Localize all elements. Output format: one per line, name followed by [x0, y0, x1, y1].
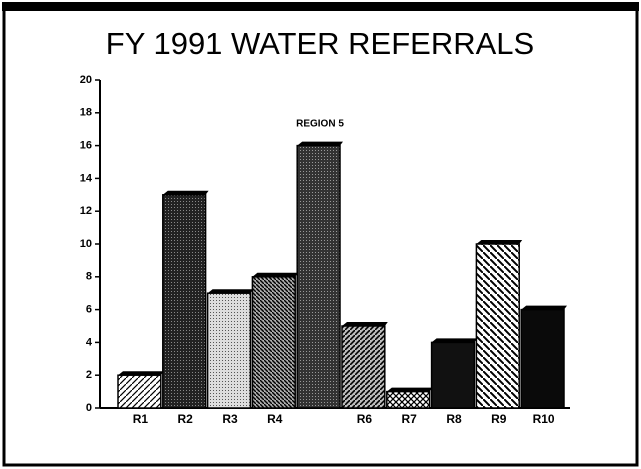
- bar-top: [431, 338, 478, 343]
- bar-top: [521, 305, 567, 310]
- y-tick-label: 6: [86, 304, 92, 316]
- y-tick-label: 2: [86, 369, 92, 381]
- bar-top: [297, 141, 343, 146]
- y-tick-label: 18: [80, 107, 92, 119]
- bar: [386, 390, 431, 409]
- bar: [430, 341, 476, 409]
- bar-top: [386, 387, 433, 392]
- bar: [162, 194, 207, 409]
- y-tick-label: 4: [86, 336, 93, 348]
- y-tick-label: 20: [80, 74, 92, 86]
- y-tick-label: 16: [80, 140, 92, 152]
- bar: [117, 374, 162, 409]
- bar: [296, 144, 341, 409]
- y-tick-label: 14: [80, 172, 93, 184]
- x-tick-label: R9: [491, 412, 507, 426]
- bar-top: [118, 371, 164, 376]
- bar-top: [476, 240, 523, 244]
- y-tick-label: 10: [80, 238, 92, 250]
- annotation: REGION 5: [296, 119, 344, 130]
- bar: [520, 308, 565, 409]
- y-tick-label: 12: [80, 205, 92, 217]
- bar-top: [207, 289, 254, 294]
- bar-top: [342, 322, 388, 326]
- chart-title: FY 1991 WATER REFERRALS: [106, 26, 534, 61]
- x-tick-label: R2: [178, 412, 194, 426]
- x-tick-label: R4: [267, 412, 283, 426]
- bar-top: [162, 190, 209, 195]
- bar: [251, 276, 296, 409]
- x-tick-label: R7: [402, 412, 418, 426]
- y-tick-label: 8: [86, 271, 92, 283]
- bar: [206, 292, 252, 409]
- frame-top: [2, 2, 639, 11]
- x-tick-label: R8: [446, 412, 462, 426]
- bar-top: [252, 272, 299, 277]
- x-tick-label: R6: [357, 412, 373, 426]
- bar: [475, 243, 520, 409]
- y-tick-label: 0: [86, 402, 92, 414]
- x-tick-label: R3: [222, 412, 238, 426]
- bar: [341, 325, 386, 409]
- x-tick-label: R10: [533, 412, 555, 426]
- x-tick-label: R1: [133, 412, 149, 426]
